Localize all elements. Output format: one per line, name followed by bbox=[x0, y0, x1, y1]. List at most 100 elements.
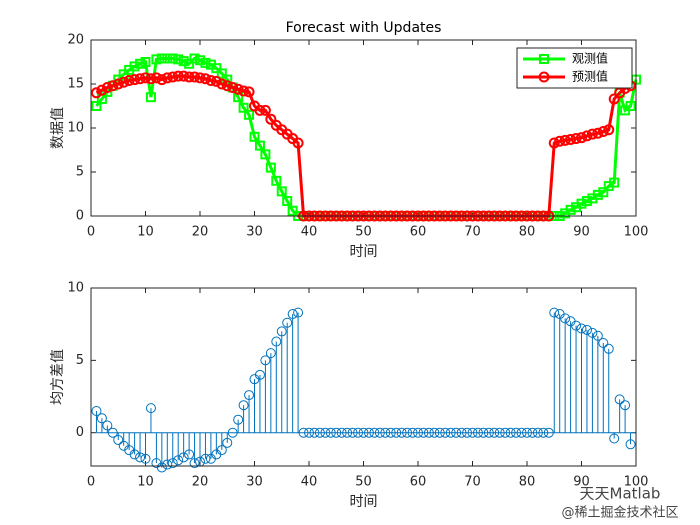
marker bbox=[554, 135, 566, 147]
stem-marker bbox=[522, 427, 532, 438]
marker bbox=[581, 130, 593, 142]
marker bbox=[129, 61, 140, 72]
stem-marker bbox=[129, 449, 140, 460]
stem-marker bbox=[304, 427, 314, 438]
stem-marker bbox=[592, 330, 603, 341]
marker bbox=[238, 85, 250, 97]
stem-marker bbox=[336, 427, 347, 438]
marker bbox=[151, 54, 162, 65]
stem-marker bbox=[91, 406, 102, 417]
marker bbox=[292, 137, 304, 149]
stem-marker bbox=[505, 427, 516, 438]
stem-marker bbox=[483, 427, 494, 438]
stem-marker bbox=[227, 427, 238, 438]
stem-marker bbox=[233, 414, 244, 425]
stem-marker bbox=[560, 313, 571, 324]
y-tick-label: 10 bbox=[67, 121, 84, 136]
marker bbox=[167, 71, 179, 83]
marker bbox=[200, 57, 211, 68]
stem-marker bbox=[587, 327, 598, 338]
marker bbox=[134, 73, 146, 85]
marker bbox=[598, 187, 609, 198]
stem-marker bbox=[527, 427, 538, 438]
stem-marker bbox=[145, 403, 156, 414]
stem-marker bbox=[222, 437, 233, 448]
stem-marker bbox=[440, 427, 451, 438]
x-tick-label: 100 bbox=[624, 475, 649, 490]
marker bbox=[249, 131, 260, 142]
marker bbox=[156, 74, 168, 86]
marker bbox=[265, 162, 276, 173]
stem-marker bbox=[374, 427, 385, 438]
watermark: 天天Matlab bbox=[580, 485, 661, 503]
stem-marker bbox=[113, 434, 124, 445]
axes-background bbox=[91, 288, 636, 466]
stem-marker bbox=[581, 324, 592, 335]
marker bbox=[195, 55, 205, 66]
stem-marker bbox=[445, 427, 456, 438]
stem-marker bbox=[549, 307, 560, 318]
x-tick-label: 70 bbox=[464, 475, 481, 490]
marker bbox=[194, 72, 206, 84]
marker bbox=[276, 186, 287, 197]
stem-marker bbox=[293, 307, 304, 318]
stem-marker bbox=[216, 445, 227, 456]
marker bbox=[265, 113, 277, 125]
stem-marker bbox=[434, 427, 445, 438]
stem-marker bbox=[532, 427, 543, 438]
marker bbox=[199, 73, 211, 85]
stem-marker bbox=[189, 458, 200, 469]
marker bbox=[129, 74, 141, 86]
stem-marker bbox=[162, 459, 173, 470]
stem-marker bbox=[347, 427, 358, 438]
stem-marker bbox=[271, 336, 282, 347]
x-tick-label: 30 bbox=[246, 225, 263, 240]
marker bbox=[586, 128, 598, 140]
stem-marker bbox=[314, 427, 325, 438]
y-tick-label: 5 bbox=[76, 353, 84, 368]
stem-marker bbox=[353, 427, 364, 438]
marker bbox=[565, 133, 577, 145]
marker bbox=[140, 57, 151, 67]
stem-marker bbox=[494, 427, 505, 438]
marker bbox=[282, 196, 293, 207]
marker bbox=[609, 177, 620, 188]
marker bbox=[576, 132, 587, 144]
stem-marker bbox=[298, 427, 309, 438]
marker bbox=[608, 93, 620, 105]
marker bbox=[189, 71, 201, 83]
stem-marker bbox=[325, 427, 336, 438]
stem-marker bbox=[418, 427, 429, 438]
stem-marker bbox=[467, 427, 478, 438]
x-tick-label: 40 bbox=[301, 475, 318, 490]
x-tick-label: 10 bbox=[137, 475, 154, 490]
stem-marker bbox=[396, 427, 407, 438]
x-tick-label: 60 bbox=[410, 475, 427, 490]
stem-marker bbox=[500, 427, 511, 438]
marker bbox=[548, 137, 560, 149]
legend-label: 预测值 bbox=[572, 69, 608, 84]
stem-marker bbox=[571, 320, 582, 331]
stem-marker bbox=[331, 427, 342, 438]
marker bbox=[96, 84, 108, 96]
stem-marker bbox=[107, 427, 118, 438]
stem-marker bbox=[472, 427, 483, 438]
x-tick-label: 0 bbox=[87, 225, 95, 240]
legend-marker bbox=[538, 71, 550, 83]
stem-marker bbox=[462, 427, 473, 438]
stem-marker bbox=[516, 427, 527, 438]
marker bbox=[172, 70, 184, 82]
chart-title: Forecast with Updates bbox=[286, 20, 442, 36]
stem-marker bbox=[598, 337, 609, 348]
legend-box bbox=[516, 47, 633, 89]
stem-marker bbox=[167, 458, 178, 469]
marker bbox=[216, 78, 228, 90]
x-tick-label: 90 bbox=[573, 225, 590, 240]
marker bbox=[254, 140, 265, 151]
marker bbox=[576, 198, 587, 209]
x-tick-label: 50 bbox=[355, 225, 372, 240]
stem-marker bbox=[260, 355, 271, 366]
marker bbox=[211, 63, 222, 74]
marker bbox=[559, 134, 571, 146]
marker bbox=[581, 196, 592, 207]
